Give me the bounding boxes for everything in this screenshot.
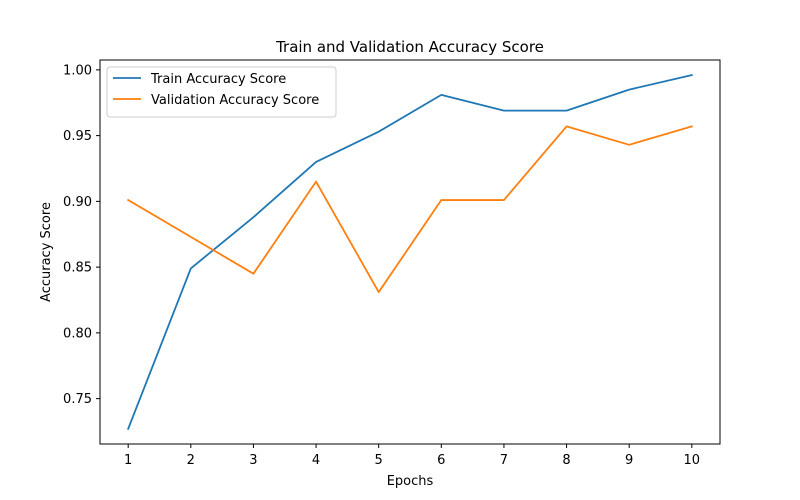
y-tick-label: 0.75 xyxy=(63,392,92,407)
x-axis-label: Epochs xyxy=(387,474,434,489)
x-axis: 1 2 3 4 5 6 7 8 9 10 xyxy=(124,444,700,468)
legend-frame xyxy=(106,66,337,118)
y-tick-label: 0.80 xyxy=(63,326,92,341)
y-tick-label: 0.85 xyxy=(63,261,92,276)
y-tick-label: 0.90 xyxy=(63,195,92,210)
x-tick-label: 3 xyxy=(249,453,257,468)
legend: Train Accuracy Score Validation Accuracy… xyxy=(106,66,337,118)
x-tick-label: 8 xyxy=(562,453,570,468)
x-tick-label: 6 xyxy=(437,453,445,468)
series-line-validation xyxy=(126,125,693,294)
series-line-train xyxy=(127,74,693,431)
legend-label-validation: Validation Accuracy Score xyxy=(151,93,319,108)
x-tick-label: 1 xyxy=(124,453,132,468)
legend-label-train: Train Accuracy Score xyxy=(150,72,286,87)
y-axis: 0.75 0.80 0.85 0.90 0.95 1.00 xyxy=(63,63,100,407)
y-tick-label: 1.00 xyxy=(63,63,92,78)
y-axis-label: Accuracy Score xyxy=(39,202,54,302)
x-tick-label: 10 xyxy=(684,453,701,468)
x-tick-label: 2 xyxy=(187,453,195,468)
x-tick-label: 4 xyxy=(312,453,320,468)
chart-title: Train and Validation Accuracy Score xyxy=(275,38,544,56)
y-tick-label: 0.95 xyxy=(63,129,92,144)
x-tick-label: 9 xyxy=(625,453,633,468)
x-tick-label: 7 xyxy=(500,453,508,468)
x-tick-label: 5 xyxy=(375,453,383,468)
series-layer xyxy=(126,74,693,431)
plot-area-frame xyxy=(99,59,721,445)
